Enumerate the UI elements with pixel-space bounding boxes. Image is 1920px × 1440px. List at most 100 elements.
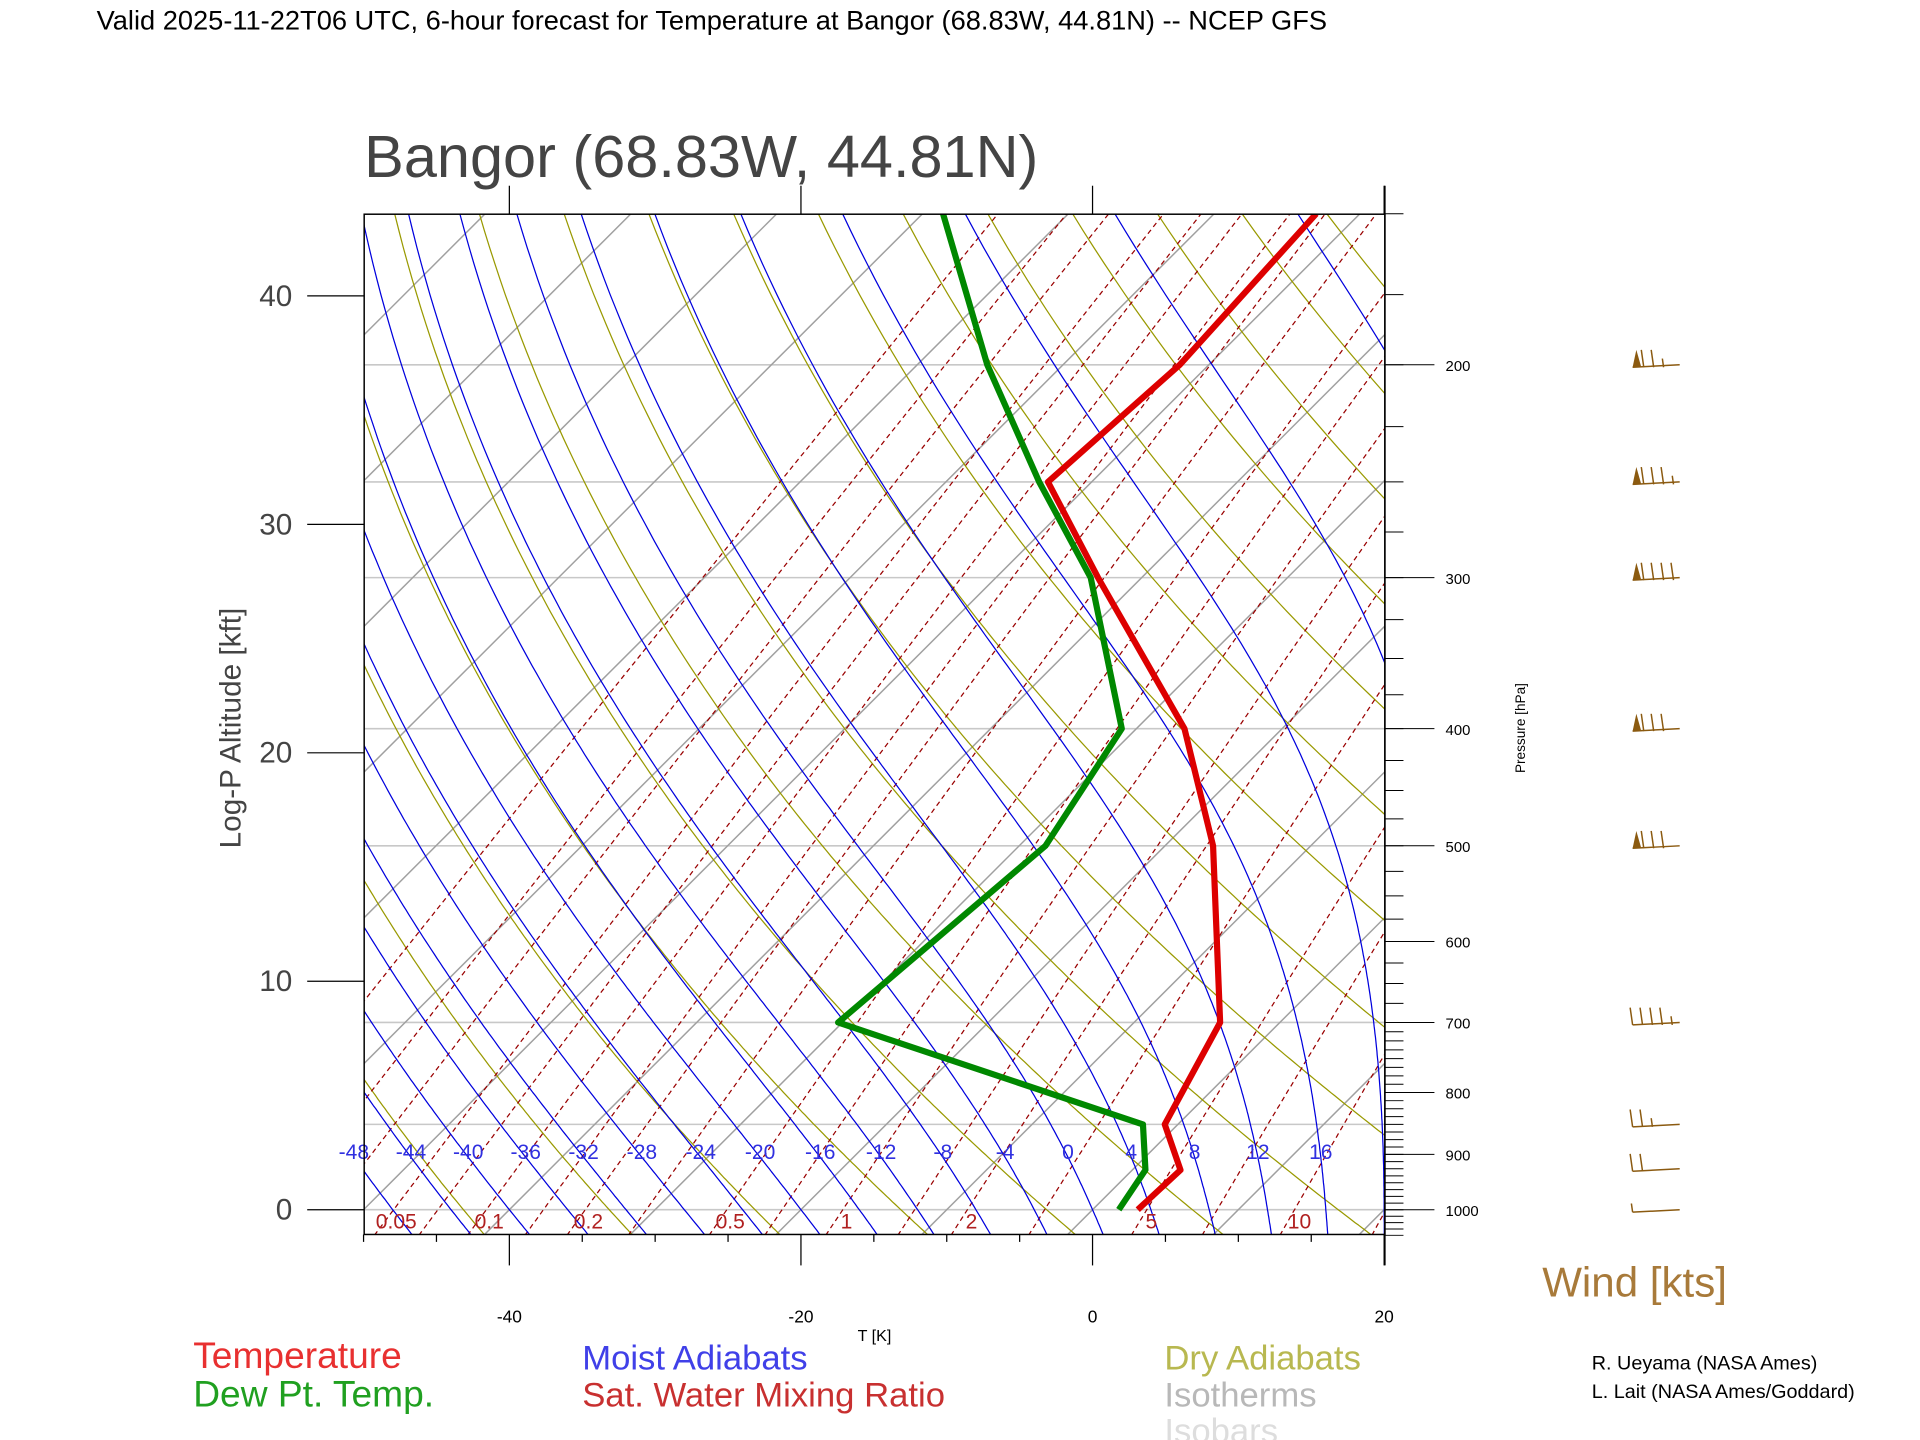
isotherm-line	[364, 214, 1069, 919]
dry-adiabat-line	[563, 214, 1372, 1235]
dry-adiabat-line	[364, 879, 633, 1235]
moist-adiabat-label: 0	[1062, 1141, 1074, 1164]
moist-adiabat-line	[842, 214, 1329, 1235]
isotherm-line	[364, 214, 632, 482]
y-tick-label: 10	[259, 965, 292, 998]
mixing-ratio-label: 10	[1288, 1210, 1311, 1233]
x-tick-label: -40	[497, 1306, 522, 1326]
moist-adiabat-line	[1612, 196, 1743, 1235]
legend-mixing: Sat. Water Mixing Ratio	[582, 1377, 945, 1415]
moist-adiabat-label: 16	[1309, 1141, 1332, 1164]
wind-barb-half	[1650, 1118, 1654, 1127]
wind-barb	[1632, 713, 1680, 732]
moist-adiabat-label: -24	[685, 1141, 716, 1164]
moist-adiabat-line	[364, 926, 589, 1235]
traces	[835, 214, 1319, 1212]
dry-adiabat-line	[364, 1078, 486, 1235]
wind-barb-half	[1661, 358, 1665, 368]
isotherm-line	[1212, 1062, 1385, 1235]
mixing-ratio-label: 2	[966, 1210, 978, 1233]
moist-adiabat-line	[0, 196, 295, 1235]
chart-title: Bangor (68.83W, 44.81N)	[364, 123, 1038, 190]
mixing-ratio-line	[825, 427, 1385, 1235]
pressure-tick-label: 400	[1446, 723, 1471, 739]
moist-adiabat-label: -8	[933, 1141, 952, 1164]
moist-adiabat-line	[364, 528, 821, 1235]
wind-barb-staff	[1632, 1123, 1680, 1128]
isotherm-line	[775, 624, 1385, 1235]
isotherm-line	[364, 214, 486, 336]
moist-adiabat-line	[364, 222, 935, 1235]
wind-barb-half	[1671, 475, 1675, 485]
dry-adiabat-line	[1565, 196, 1920, 1235]
wind-barb-full	[1660, 562, 1665, 581]
wind-barb-full	[1650, 562, 1655, 581]
mixing-ratio-line	[364, 214, 1110, 1165]
mixing-ratio-line	[628, 214, 1377, 1235]
moist-adiabat-label: 12	[1246, 1141, 1269, 1164]
pressure-tick-label: 600	[1446, 936, 1471, 952]
wind-barb	[1629, 1007, 1680, 1026]
mixing-ratio-line	[1028, 683, 1385, 1235]
mixing-ratio-line	[364, 214, 1068, 1102]
wind-barb-full	[1649, 1007, 1654, 1026]
wind-barb-full	[1640, 713, 1645, 732]
wind-barb-full	[1629, 1153, 1634, 1172]
wind-barb	[1629, 1109, 1680, 1128]
wind-barbs	[1629, 349, 1680, 1213]
moist-adiabat-label: -36	[511, 1141, 541, 1164]
moist-adiabat-line	[0, 196, 354, 1235]
y2-axis-label: Pressure [hPa]	[1513, 683, 1528, 773]
isotherm-line	[1066, 916, 1385, 1235]
background-lines	[0, 196, 1920, 1235]
mixing-ratio-line	[708, 291, 1385, 1235]
moist-adiabat-label: -4	[996, 1141, 1015, 1164]
mixing-ratio-label: 0.2	[574, 1210, 603, 1233]
y-axis-label: Log-P Altitude [kft]	[214, 608, 247, 849]
legend-dry: Dry Adiabats	[1164, 1339, 1361, 1377]
wind-barb-full	[1629, 1007, 1634, 1026]
dry-adiabat-line	[902, 214, 1385, 816]
moist-adiabat-line	[1114, 214, 1385, 665]
wind-barb	[1632, 349, 1680, 368]
wind-barb-full	[1639, 1007, 1644, 1026]
moist-adiabat-label: -40	[453, 1141, 483, 1164]
moist-adiabat-line	[364, 837, 648, 1235]
moist-adiabat-label: -28	[627, 1141, 657, 1164]
wind-barb-full	[1660, 713, 1665, 732]
wind-barb-full	[1650, 349, 1655, 368]
moist-adiabat-label: 4	[1125, 1141, 1137, 1164]
moist-adiabat-label: -32	[568, 1141, 598, 1164]
moist-adiabat-line	[516, 214, 1104, 1235]
wind-barb	[1630, 1203, 1680, 1213]
dry-adiabat-line	[1072, 214, 1385, 605]
mixing-ratio-line	[1201, 930, 1385, 1235]
moist-adiabat-label: -44	[396, 1141, 427, 1164]
moist-adiabat-label: -16	[805, 1141, 835, 1164]
dry-adiabat-line	[1156, 214, 1385, 500]
legend-moist: Moist Adiabats	[582, 1339, 807, 1377]
wind-barb-full	[1650, 830, 1655, 849]
y-tick-label: 0	[276, 1194, 293, 1227]
x-tick-label: -20	[788, 1306, 813, 1326]
isotherm-line	[364, 214, 1361, 1211]
wind-barb-pennant	[1632, 467, 1642, 485]
dry-adiabat-line	[364, 413, 929, 1235]
mixing-ratio-line	[467, 214, 1243, 1235]
wind-label: Wind [kts]	[1542, 1258, 1727, 1305]
dry-adiabat-line	[1241, 214, 1385, 395]
moist-adiabat-line	[0, 196, 236, 1235]
mixing-ratio-line	[764, 355, 1385, 1235]
pressure-tick-label: 900	[1446, 1149, 1471, 1165]
moist-adiabat-line	[580, 214, 1160, 1235]
wind-barb-full	[1639, 1109, 1644, 1127]
mixing-ratio-label: 1	[841, 1210, 853, 1233]
wind-barb-pennant	[1632, 349, 1642, 368]
pressure-tick-label: 500	[1446, 840, 1471, 856]
pressure-tick-label: 700	[1446, 1017, 1471, 1033]
moist-adiabat-label: -48	[339, 1141, 369, 1164]
wind-barb-full	[1640, 830, 1645, 849]
wind-barb-full	[1629, 1109, 1634, 1127]
pressure-tick-label: 800	[1446, 1087, 1471, 1103]
wind-barb-full	[1659, 1007, 1664, 1026]
